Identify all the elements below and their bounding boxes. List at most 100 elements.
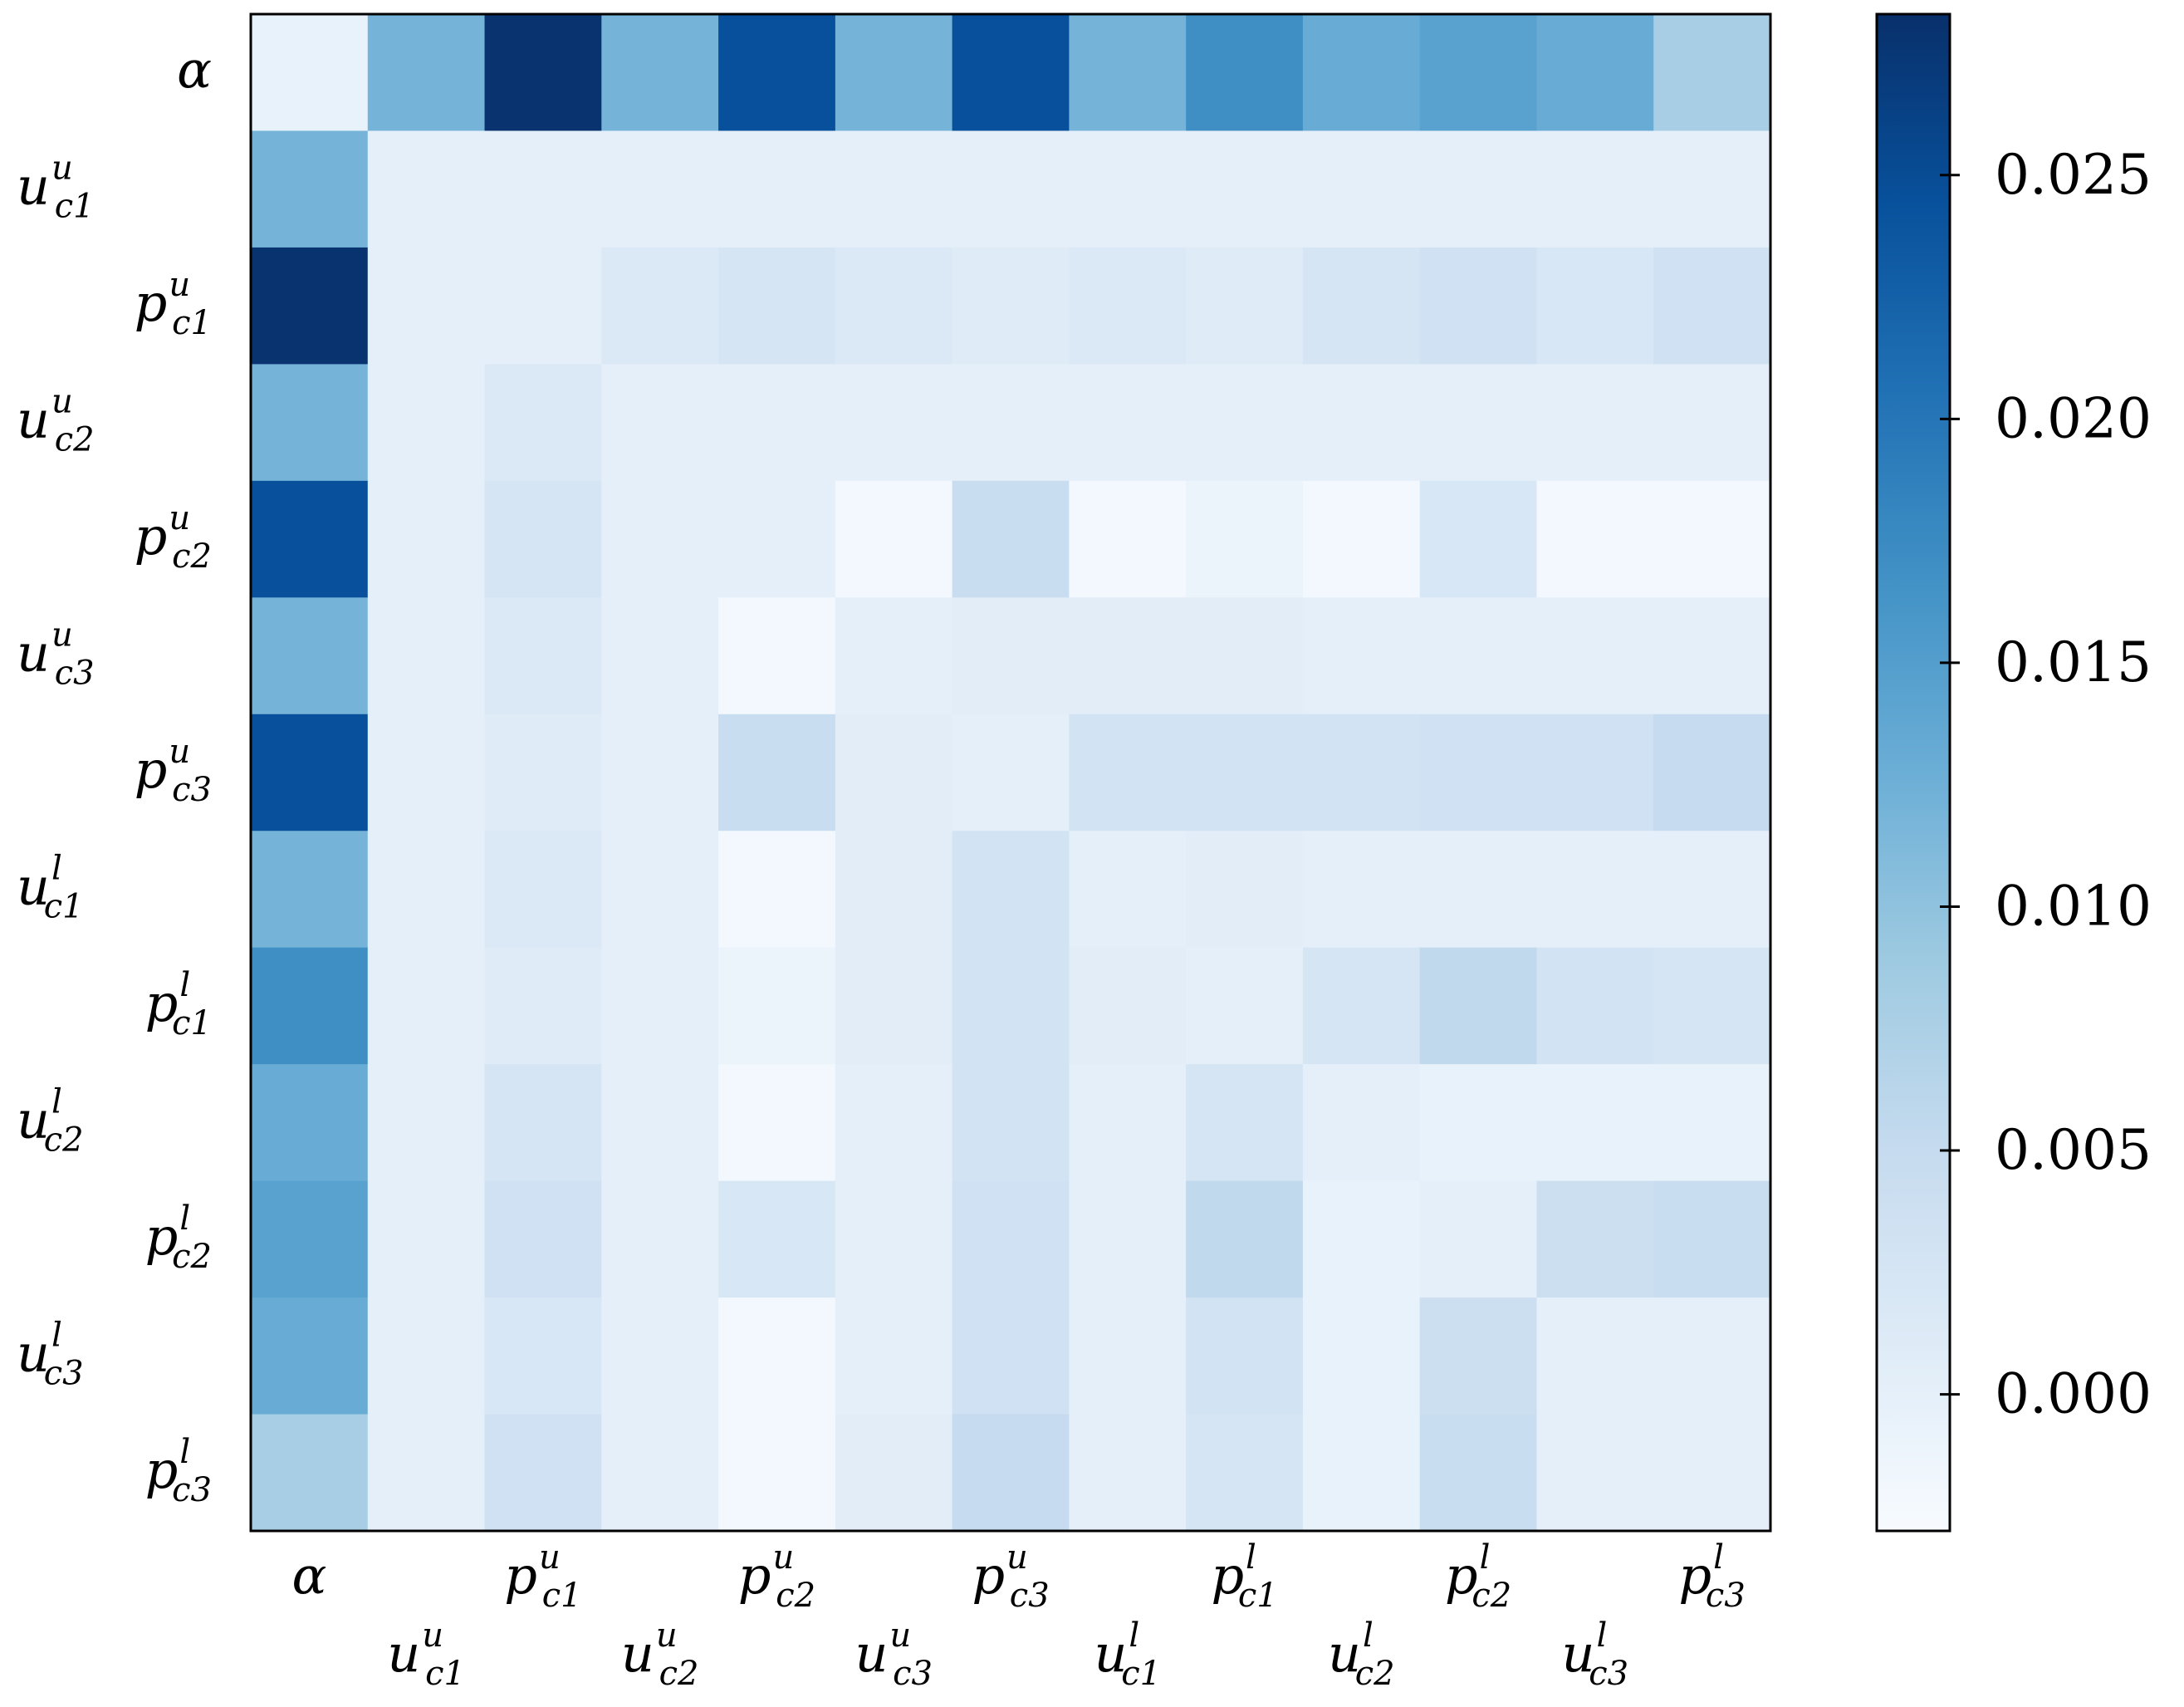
- heatmap-cell: [1419, 130, 1538, 248]
- heatmap-cell: [1653, 14, 1771, 132]
- colorbar-tick-label: 0.015: [1995, 630, 2152, 694]
- colorbar-tick-label: 0.020: [1995, 386, 2152, 450]
- heatmap-cell: [367, 130, 486, 248]
- heatmap-cell: [601, 714, 719, 831]
- heatmap-cell: [251, 1297, 369, 1415]
- colorbar-ticks: 0.000 0.005 0.010 0.015 0.020 0.025: [1940, 143, 2152, 1426]
- heatmap-cell: [718, 831, 836, 949]
- heatmap-cell: [251, 14, 369, 132]
- y-axis-labels: α uu c1 pu c1 uu c2 pu c2 uu c3 pu c3 ul c1 pl c1 ul c2 pl c…: [17, 39, 212, 1509]
- heatmap-cell: [1653, 1414, 1771, 1532]
- heatmap-cell: [718, 597, 836, 715]
- heatmap-cell: [1186, 1180, 1304, 1298]
- y-tick-label: pu c1: [135, 266, 212, 342]
- heatmap-cell: [718, 480, 836, 598]
- x-tick-label: uu c3: [855, 1616, 933, 1693]
- heatmap-cell: [601, 1297, 719, 1415]
- colorbar-tick-label: 0.000: [1995, 1362, 2152, 1426]
- heatmap-cell: [251, 130, 369, 248]
- heatmap-cell: [1536, 1414, 1654, 1532]
- heatmap-cell: [601, 1414, 719, 1532]
- heatmap-cell: [1419, 1180, 1538, 1298]
- heatmap-cell: [367, 714, 486, 831]
- heatmap-cell: [367, 947, 486, 1065]
- heatmap-cell: [251, 247, 369, 365]
- heatmap-cell: [1186, 947, 1304, 1065]
- y-tick-label: pl c1: [145, 966, 212, 1042]
- heatmap-cell: [1536, 480, 1654, 598]
- heatmap-cell: [1536, 1297, 1654, 1415]
- heatmap-cell: [1186, 714, 1304, 831]
- heatmap-cell: [952, 364, 1070, 482]
- y-tick-label: pl c3: [145, 1433, 212, 1509]
- plot-frame: [249, 12, 1772, 1533]
- x-tick-label: pu c1: [504, 1538, 581, 1615]
- heatmap-cell: [601, 1180, 719, 1298]
- heatmap-cell: [952, 831, 1070, 949]
- heatmap-cell: [251, 597, 369, 715]
- x-tick-label: pu c3: [972, 1538, 1049, 1615]
- x-tick-label: ul c2: [1328, 1616, 1395, 1693]
- x-tick-label: pl c1: [1211, 1538, 1277, 1615]
- y-tick-label: uu c1: [17, 150, 95, 226]
- heatmap-cell: [484, 1064, 602, 1182]
- heatmap-cell: [1536, 947, 1654, 1065]
- x-axis-labels: α uu c1 pu c1 uu c2 pu c2 uu c3 pu c3 ul c1 pl c1 ul c2 pl c…: [291, 1538, 1745, 1693]
- heatmap-cell: [1069, 1064, 1187, 1182]
- heatmap-cell: [251, 1414, 369, 1532]
- y-tick-label: ul c3: [17, 1316, 84, 1392]
- heatmap-cell: [1536, 597, 1654, 715]
- x-tick-label: pl c3: [1678, 1538, 1745, 1615]
- heatmap-cell: [484, 947, 602, 1065]
- heatmap-cell: [1186, 480, 1304, 598]
- heatmap-cell: [835, 480, 953, 598]
- x-tick-label: uu c1: [387, 1616, 465, 1693]
- heatmap-cell: [1186, 247, 1304, 365]
- heatmap-cell: [718, 130, 836, 248]
- heatmap-cell: [251, 947, 369, 1065]
- y-tick-label: uu c2: [17, 383, 95, 459]
- heatmap-cell: [1536, 130, 1654, 248]
- heatmap-cell: [484, 1414, 602, 1532]
- heatmap-cell: [601, 597, 719, 715]
- heatmap-cell: [1302, 1180, 1421, 1298]
- heatmap-cell: [718, 1180, 836, 1298]
- heatmap-cell: [835, 1297, 953, 1415]
- heatmap-cell: [1419, 1414, 1538, 1532]
- heatmap-cell: [367, 1414, 486, 1532]
- heatmap-cell: [251, 1064, 369, 1182]
- heatmap-cell: [1653, 247, 1771, 365]
- heatmap-cell: [835, 130, 953, 248]
- heatmap-cell: [1302, 130, 1421, 248]
- heatmap-cell: [952, 247, 1070, 365]
- heatmap-cell: [1069, 14, 1187, 132]
- heatmap-cell: [1186, 14, 1304, 132]
- y-tick-label: uu c3: [17, 616, 95, 693]
- heatmap-cell: [1536, 1064, 1654, 1182]
- heatmap-cell: [1302, 1064, 1421, 1182]
- heatmap-cell: [251, 480, 369, 598]
- heatmap-cell: [484, 247, 602, 365]
- heatmap-cell: [484, 364, 602, 482]
- heatmap-cell: [1069, 480, 1187, 598]
- heatmap-cell: [601, 130, 719, 248]
- heatmap-cell: [1069, 247, 1187, 365]
- heatmap-cell: [601, 480, 719, 598]
- heatmap-cell: [367, 1297, 486, 1415]
- heatmap-cell: [367, 480, 486, 598]
- heatmap-cell: [1419, 1064, 1538, 1182]
- heatmap-cell: [484, 1297, 602, 1415]
- heatmap-cell: [952, 1064, 1070, 1182]
- heatmap-cell: [601, 1064, 719, 1182]
- heatmap-cell: [835, 714, 953, 831]
- heatmap-cell: [601, 364, 719, 482]
- heatmap-cell: [1302, 1414, 1421, 1532]
- heatmap-cell: [367, 1180, 486, 1298]
- heatmap-cell: [718, 14, 836, 132]
- heatmap-cell: [1069, 597, 1187, 715]
- heatmap-cell: [718, 364, 836, 482]
- heatmap-cell: [367, 597, 486, 715]
- heatmap-cell: [1302, 14, 1421, 132]
- heatmap-cell: [1419, 247, 1538, 365]
- heatmap-cell: [1069, 831, 1187, 949]
